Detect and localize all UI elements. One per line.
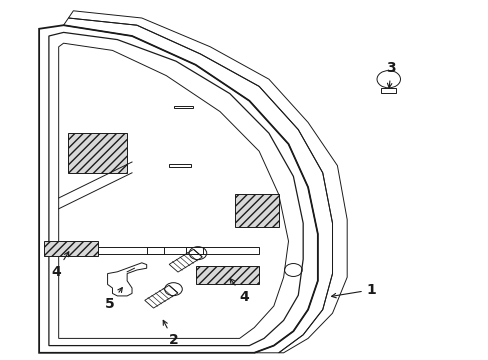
Text: 1: 1 (331, 283, 376, 298)
Text: 3: 3 (386, 62, 395, 88)
Text: 4: 4 (51, 252, 69, 279)
Polygon shape (44, 241, 98, 256)
Text: 5: 5 (105, 288, 122, 311)
Polygon shape (68, 133, 127, 173)
Polygon shape (195, 266, 259, 284)
Text: 2: 2 (163, 320, 178, 347)
Text: 4: 4 (229, 279, 249, 304)
Polygon shape (234, 194, 278, 227)
